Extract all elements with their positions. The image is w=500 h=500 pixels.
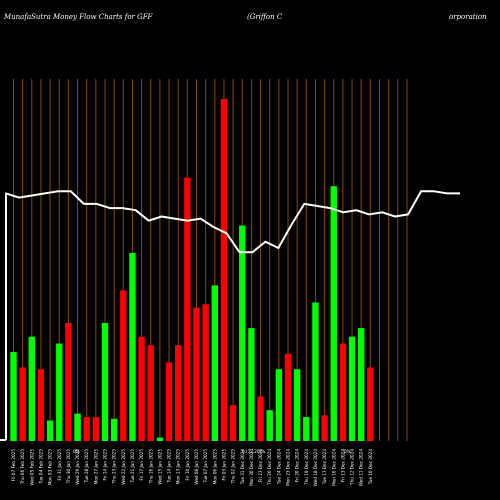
- mid-axis-label: 0 (72.20)%: [242, 449, 265, 454]
- x-tick-label: Mon 27 Jan 2025: [93, 449, 98, 485]
- x-tick-label: Fri 17 Jan 2025: [139, 449, 144, 481]
- money-flow-bar: [83, 417, 90, 441]
- x-tick-label: Tue 31 Dec 2024: [240, 449, 245, 486]
- money-flow-bar: [184, 177, 191, 441]
- x-tick-label: Tue 10 Dec 2024: [368, 449, 373, 486]
- x-tick-label: Fri 27 Dec 2024: [258, 449, 263, 482]
- x-tick-label: Tue 28 Jan 2025: [84, 449, 89, 484]
- x-tick-label: Fri 03 Jan 2025: [221, 449, 226, 481]
- x-tick-label: Thu 23 Jan 2025: [112, 449, 117, 485]
- money-flow-bar: [120, 290, 127, 441]
- x-tick-label: Mon 16 Dec 2024: [331, 449, 336, 486]
- x-tick-label: Thu 12 Dec 2024: [350, 449, 355, 486]
- money-flow-bar: [339, 343, 347, 441]
- money-flow-bar: [348, 336, 356, 441]
- money-flow-bar: [293, 369, 301, 441]
- x-tick-label: Thu 19 Dec 2024: [304, 449, 309, 486]
- money-flow-bar: [65, 323, 72, 441]
- x-tick-label: Wed 22 Jan 2025: [121, 449, 126, 485]
- money-flow-bar: [321, 415, 328, 441]
- x-tick-label: Tue 04 Feb 2025: [38, 449, 43, 485]
- money-flow-line: [5, 190, 460, 440]
- mid-axis-label: 0%: [344, 449, 351, 454]
- money-flow-bar: [147, 345, 154, 441]
- money-flow-bar: [19, 367, 26, 441]
- x-tick-label: Wed 15 Jan 2025: [157, 449, 162, 485]
- x-tick-label: Tue 17 Dec 2024: [322, 449, 327, 486]
- x-tick-label: Fri 13 Dec 2024: [340, 449, 345, 482]
- money-flow-bar: [284, 353, 292, 441]
- money-flow-bar: [46, 420, 54, 441]
- x-tick-label: Mon 06 Jan 2025: [212, 449, 217, 485]
- x-tick-label: Tue 21 Jan 2025: [130, 449, 135, 484]
- x-tick-label: Wed 11 Dec 2024: [359, 449, 364, 487]
- money-flow-bar: [275, 369, 283, 441]
- x-tick-label: Mon 03 Feb 2025: [48, 449, 53, 486]
- money-flow-bar: [175, 345, 182, 441]
- x-tick-label: Tue 24 Dec 2024: [276, 449, 281, 486]
- x-tick-label: Wed 29 Jan 2025: [75, 449, 80, 485]
- chart-title-right: orporation: [449, 13, 487, 21]
- money-flow-bar: [229, 405, 237, 441]
- x-tick-label: Tue 07 Jan 2025: [203, 449, 208, 484]
- x-tick-label: Thu 06 Feb 2025: [20, 449, 25, 486]
- money-flow-bar: [101, 323, 109, 441]
- x-tick-label: Wed 18 Dec 2024: [313, 449, 318, 487]
- money-flow-bar: [303, 417, 310, 441]
- x-tick-label: Wed 05 Feb 2025: [29, 449, 34, 486]
- money-flow-bar: [312, 302, 319, 441]
- money-flow-bar: [74, 413, 81, 441]
- money-flow-bar: [220, 99, 228, 441]
- money-flow-bar: [56, 343, 63, 441]
- money-flow-bar: [193, 307, 200, 441]
- money-flow-bar: [138, 336, 145, 441]
- x-tick-label: Fri 07 Feb 2025: [11, 449, 16, 482]
- money-flow-bar: [211, 285, 218, 441]
- x-tick-label: Thu 02 Jan 2025: [231, 449, 236, 485]
- money-flow-bar: [330, 186, 337, 441]
- money-flow-bar: [358, 328, 365, 441]
- x-tick-label: Tue 14 Jan 2025: [167, 449, 172, 484]
- money-flow-bar: [129, 252, 136, 441]
- mid-axis-label: 0%: [73, 449, 80, 454]
- chart-title-left: MunafaSutra Money Flow Charts for GFF: [4, 13, 153, 21]
- x-tick-label: Thu 30 Jan 2025: [66, 449, 71, 485]
- money-flow-bar: [110, 418, 118, 441]
- money-flow-bar: [92, 417, 100, 441]
- money-flow-bar: [28, 336, 35, 441]
- money-flow-bar: [239, 225, 246, 441]
- x-tick-label: Fri 20 Dec 2024: [295, 449, 300, 482]
- money-flow-bar: [248, 328, 255, 441]
- money-flow-bar: [10, 352, 17, 441]
- money-flow-bar: [266, 410, 273, 441]
- x-tick-label: Mon 13 Jan 2025: [176, 449, 181, 485]
- x-tick-label: Wed 08 Jan 2025: [194, 449, 199, 485]
- x-tick-label: Fri 31 Jan 2025: [57, 449, 62, 481]
- x-tick-label: Mon 23 Dec 2024: [286, 449, 291, 486]
- money-flow-bar: [156, 437, 164, 441]
- money-flow-bar: [37, 369, 45, 441]
- x-tick-label: Thu 26 Dec 2024: [267, 449, 272, 486]
- money-flow-bar: [257, 396, 264, 441]
- chart-title-middle: (Griffon C: [247, 13, 283, 21]
- x-tick-label: Fri 10 Jan 2025: [185, 449, 190, 481]
- x-tick-label: Thu 16 Jan 2025: [148, 449, 153, 485]
- money-flow-bar: [202, 304, 209, 441]
- x-tick-label: Fri 24 Jan 2025: [103, 449, 108, 481]
- x-tick-label: Mon 30 Dec 2024: [249, 449, 254, 486]
- money-flow-bar: [367, 367, 374, 441]
- money-flow-bar: [165, 362, 173, 441]
